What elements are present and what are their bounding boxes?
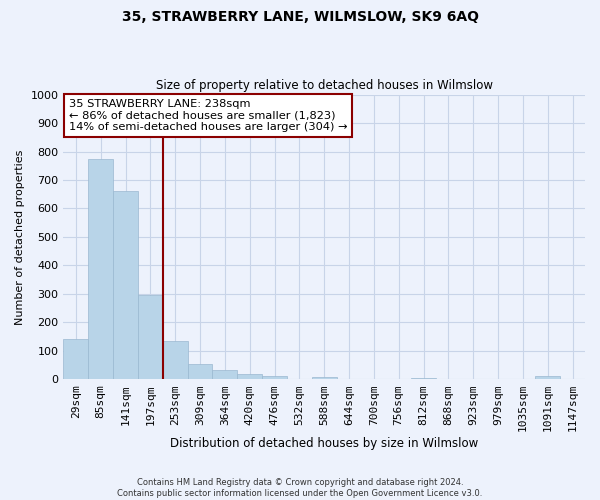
Bar [212, 370, 237, 380]
Bar [262, 376, 287, 380]
Bar [138, 296, 163, 380]
X-axis label: Distribution of detached houses by size in Wilmslow: Distribution of detached houses by size … [170, 437, 478, 450]
Bar [163, 341, 188, 380]
Title: Size of property relative to detached houses in Wilmslow: Size of property relative to detached ho… [156, 79, 493, 92]
Text: 35 STRAWBERRY LANE: 238sqm
← 86% of detached houses are smaller (1,823)
14% of s: 35 STRAWBERRY LANE: 238sqm ← 86% of deta… [68, 99, 347, 132]
Bar [312, 377, 337, 380]
Bar [188, 364, 212, 380]
Text: Contains HM Land Registry data © Crown copyright and database right 2024.
Contai: Contains HM Land Registry data © Crown c… [118, 478, 482, 498]
Bar [535, 376, 560, 380]
Bar [237, 374, 262, 380]
Bar [113, 192, 138, 380]
Text: 35, STRAWBERRY LANE, WILMSLOW, SK9 6AQ: 35, STRAWBERRY LANE, WILMSLOW, SK9 6AQ [121, 10, 479, 24]
Bar [411, 378, 436, 380]
Bar [88, 158, 113, 380]
Bar [64, 340, 88, 380]
Y-axis label: Number of detached properties: Number of detached properties [15, 150, 25, 324]
